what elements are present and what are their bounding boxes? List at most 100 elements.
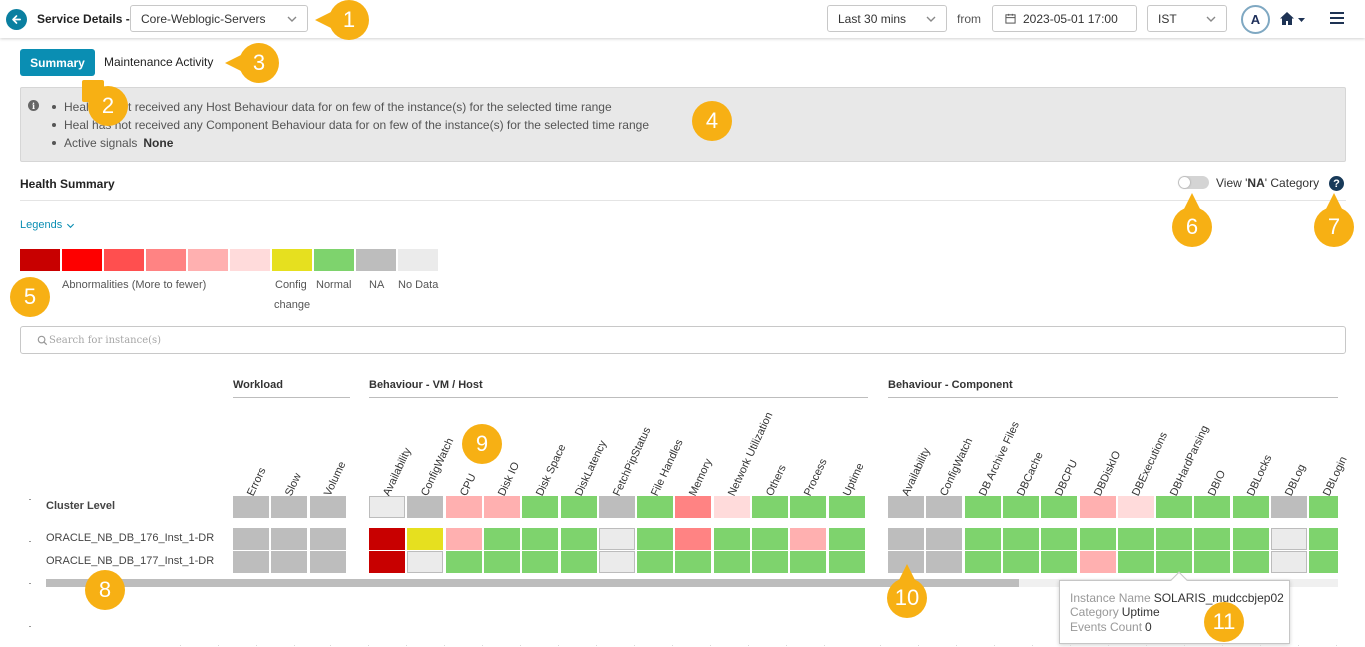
- heatmap-cell[interactable]: [271, 496, 308, 518]
- heatmap-cell[interactable]: [1232, 551, 1269, 573]
- heatmap-cell[interactable]: [407, 496, 444, 518]
- heatmap-cell[interactable]: [1041, 496, 1078, 518]
- heatmap-cell[interactable]: [675, 551, 712, 573]
- heatmap-cell[interactable]: [964, 528, 1001, 550]
- heatmap-cell[interactable]: [1309, 551, 1338, 573]
- help-icon[interactable]: ?: [1329, 176, 1344, 191]
- timezone-select[interactable]: IST: [1147, 5, 1227, 32]
- heatmap-cell[interactable]: [637, 496, 674, 518]
- heatmap-cell[interactable]: [888, 496, 924, 518]
- heatmap-cell[interactable]: [926, 496, 963, 518]
- heatmap-cell[interactable]: [560, 528, 597, 550]
- heatmap-cell[interactable]: [445, 496, 482, 518]
- instance-search[interactable]: [20, 326, 1346, 354]
- search-input[interactable]: [49, 332, 649, 348]
- heatmap-cell[interactable]: [522, 496, 559, 518]
- heatmap-cell[interactable]: [1194, 551, 1231, 573]
- heatmap-cell[interactable]: [888, 528, 924, 550]
- heatmap-cell[interactable]: [1232, 528, 1269, 550]
- heatmap-cell[interactable]: [1271, 496, 1307, 518]
- heatmap-cell[interactable]: [598, 528, 635, 550]
- heatmap-cell[interactable]: [964, 496, 1001, 518]
- heatmap-cell[interactable]: [483, 551, 520, 573]
- heatmap-cell[interactable]: [1156, 551, 1193, 573]
- heatmap-cell[interactable]: [271, 551, 308, 573]
- heatmap-cell[interactable]: [1117, 528, 1154, 550]
- heatmap-cell[interactable]: [828, 551, 865, 573]
- heatmap-cell[interactable]: [637, 551, 674, 573]
- heatmap-cell[interactable]: [752, 496, 788, 518]
- heatmap-cell[interactable]: [926, 528, 963, 550]
- heatmap-cell[interactable]: [1156, 496, 1193, 518]
- heatmap-cell[interactable]: [828, 528, 865, 550]
- heatmap-cell[interactable]: [483, 496, 520, 518]
- horizontal-scrollbar-thumb[interactable]: [46, 579, 1019, 587]
- heatmap-cell[interactable]: [752, 551, 788, 573]
- heatmap-cell[interactable]: [926, 551, 963, 573]
- heatmap-cell[interactable]: [445, 551, 482, 573]
- heatmap-cell[interactable]: [560, 551, 597, 573]
- heatmap-cell[interactable]: [483, 528, 520, 550]
- view-na-toggle[interactable]: [1178, 176, 1209, 189]
- heatmap-cell[interactable]: [271, 528, 308, 550]
- heatmap-cell[interactable]: [1041, 551, 1078, 573]
- heatmap-cell[interactable]: [790, 528, 827, 550]
- heatmap-cell[interactable]: [1117, 551, 1154, 573]
- heatmap-cell[interactable]: [1194, 496, 1231, 518]
- from-datetime-input[interactable]: 2023-05-01 17:00: [992, 5, 1137, 32]
- heatmap-cell[interactable]: [369, 496, 405, 518]
- home-menu-button[interactable]: [1279, 11, 1307, 30]
- heatmap-cell[interactable]: [233, 551, 269, 573]
- heatmap-cell[interactable]: [1309, 496, 1338, 518]
- heatmap-cell[interactable]: [1079, 528, 1116, 550]
- heatmap-cell[interactable]: [1271, 528, 1307, 550]
- legends-toggle[interactable]: Legends: [20, 219, 75, 231]
- user-avatar[interactable]: A: [1241, 5, 1270, 34]
- heatmap-cell[interactable]: [790, 496, 827, 518]
- heatmap-cell[interactable]: [1194, 528, 1231, 550]
- heatmap-cell[interactable]: [369, 551, 405, 573]
- heatmap-cell[interactable]: [369, 528, 405, 550]
- heatmap-cell[interactable]: [1271, 551, 1307, 573]
- heatmap-cell[interactable]: [752, 528, 788, 550]
- heatmap-cell[interactable]: [233, 496, 269, 518]
- heatmap-cell[interactable]: [522, 528, 559, 550]
- heatmap-cell[interactable]: [828, 496, 865, 518]
- heatmap-cell[interactable]: [1117, 496, 1154, 518]
- heatmap-cell[interactable]: [233, 528, 269, 550]
- instance-row-label[interactable]: ORACLE_NB_DB_176_Inst_1-DR: [46, 532, 215, 544]
- heatmap-cell[interactable]: [407, 528, 444, 550]
- heatmap-cell[interactable]: [675, 496, 712, 518]
- heatmap-cell[interactable]: [598, 496, 635, 518]
- heatmap-cell[interactable]: [309, 496, 346, 518]
- heatmap-cell[interactable]: [445, 528, 482, 550]
- heatmap-cell[interactable]: [1309, 528, 1338, 550]
- heatmap-cell[interactable]: [1002, 496, 1039, 518]
- heatmap-cell[interactable]: [713, 496, 750, 518]
- heatmap-cell[interactable]: [1079, 496, 1116, 518]
- heatmap-cell[interactable]: [522, 551, 559, 573]
- heatmap-cell[interactable]: [1002, 528, 1039, 550]
- heatmap-cell[interactable]: [309, 528, 346, 550]
- heatmap-cell[interactable]: [713, 528, 750, 550]
- time-range-select[interactable]: Last 30 mins: [827, 5, 947, 32]
- tab-maintenance-activity[interactable]: Maintenance Activity: [104, 55, 214, 69]
- heatmap-cell[interactable]: [598, 551, 635, 573]
- heatmap-cell[interactable]: [560, 496, 597, 518]
- heatmap-cell[interactable]: [1079, 551, 1116, 573]
- heatmap-cell[interactable]: [713, 551, 750, 573]
- instance-row-label[interactable]: ORACLE_NB_DB_177_Inst_1-DR: [46, 555, 215, 567]
- heatmap-cell[interactable]: [637, 528, 674, 550]
- heatmap-cell[interactable]: [1156, 528, 1193, 550]
- back-button[interactable]: [6, 9, 27, 30]
- heatmap-cell[interactable]: [1232, 496, 1269, 518]
- heatmap-cell[interactable]: [407, 551, 444, 573]
- heatmap-cell[interactable]: [1041, 528, 1078, 550]
- heatmap-cell[interactable]: [1002, 551, 1039, 573]
- heatmap-cell[interactable]: [675, 528, 712, 550]
- tab-summary[interactable]: Summary: [20, 49, 95, 76]
- heatmap-cell[interactable]: [964, 551, 1001, 573]
- hamburger-menu-button[interactable]: [1329, 10, 1345, 29]
- service-select[interactable]: Core-Weblogic-Servers: [130, 5, 308, 32]
- heatmap-cell[interactable]: [309, 551, 346, 573]
